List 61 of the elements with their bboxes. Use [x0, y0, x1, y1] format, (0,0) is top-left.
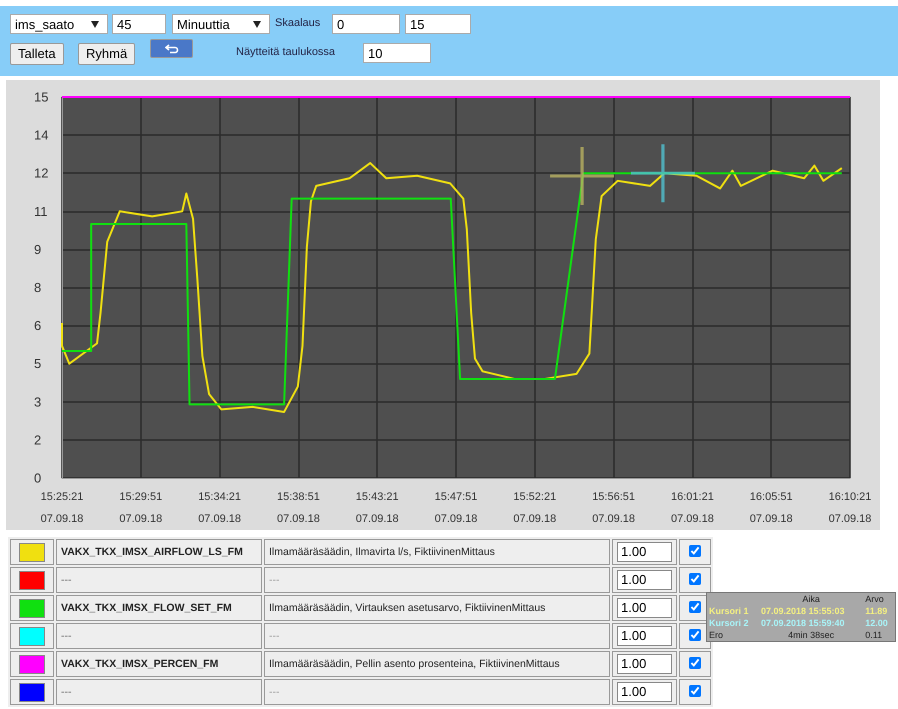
y-tick-label: 12	[34, 166, 48, 181]
text: 1.00	[621, 684, 646, 699]
text: 07.09.2018 15:55:03	[760, 605, 846, 617]
y-tick-label: 9	[34, 242, 42, 257]
text: Kursori 2	[708, 617, 750, 629]
text: ims_saato	[10, 14, 108, 34]
text: ---	[269, 686, 280, 698]
legend-label: VAKX_TKX_IMSX_AIRFLOW_LS_FM	[56, 539, 262, 565]
text: Skaalaus	[275, 17, 320, 29]
x-tick-label: 15:47:51 07.09.18	[434, 491, 478, 525]
text: 15	[405, 14, 471, 34]
y-tick-label: 3	[34, 394, 42, 410]
x-tick-label: 16:01:21 07.09.18	[670, 491, 714, 525]
text: 4min 38sec	[787, 629, 836, 642]
x-tick-label: 16:10:21 07.09.18	[828, 491, 872, 525]
y-tick-label: 5	[34, 356, 42, 372]
x-tick-label: 15:52:21 07.09.18	[513, 491, 556, 525]
text: Näytteitä taulukossa	[236, 46, 336, 58]
text: Ilmamääräsäädin, Pellin asento prosenteina, FiktiivinenMittaus	[264, 651, 610, 677]
y-tick-label: 8	[34, 280, 42, 295]
text: Arvo	[864, 593, 885, 605]
x-tick-label: 15:29:51 07.09.18	[119, 491, 162, 525]
text: Kursori 1	[708, 605, 750, 617]
text: ---	[56, 567, 262, 593]
x-tick-label: 15:34:21 07.09.18	[198, 491, 242, 525]
y-tick-label: 6	[34, 318, 42, 334]
x-tick-label: 16:05:51 07.09.18	[750, 491, 793, 525]
text: Ilmamääräsäädin, Ilmavirta l/s, FiktiivinenMittaus	[264, 539, 610, 565]
text: Talleta	[10, 43, 64, 65]
x-tick-label: 15:43:21 07.09.18	[356, 491, 399, 525]
text: 1.00	[621, 628, 646, 643]
text: 12.00	[864, 617, 889, 629]
text: ---	[269, 574, 280, 586]
text: 1.00	[621, 572, 646, 587]
text: Ero	[708, 629, 724, 642]
y-tick-label: 2	[34, 432, 42, 448]
text: 45	[112, 14, 166, 34]
text: ---	[61, 686, 72, 698]
text: 1.00	[621, 656, 646, 671]
x-tick-label: 15:56:51 07.09.18	[592, 491, 636, 525]
text: Minuuttia	[172, 14, 270, 34]
x-tick-label: 15:25:21 07.09.18	[40, 491, 84, 525]
text: Aika	[801, 593, 821, 605]
y-tick-label: 14	[34, 128, 48, 143]
text: 1.00	[621, 600, 646, 615]
text: 07.09.2018 15:59:40	[760, 617, 846, 629]
legend-label: VAKX_TKX_IMSX_FLOW_SET_FM	[56, 595, 262, 621]
x-tick-label: 15:38:51 07.09.18	[276, 491, 320, 525]
text: ---	[269, 630, 280, 642]
text: 11.89	[864, 605, 888, 617]
legend-label: VAKX_TKX_IMSX_PERCEN_FM	[56, 651, 262, 677]
y-tick-label: 15	[34, 90, 48, 104]
text: 0.11	[864, 629, 884, 642]
text: 10	[363, 43, 431, 63]
text: 1.00	[617, 542, 672, 562]
text: Ryhmä	[78, 43, 136, 65]
text: Ilmamääräsäädin, Virtauksen asetusarvo, FiktiivinenMittaus	[264, 595, 610, 621]
text: 0	[332, 14, 400, 34]
text: ---	[61, 630, 72, 642]
y-tick-label: 11	[34, 204, 48, 219]
y-tick-label: 0	[34, 470, 42, 486]
